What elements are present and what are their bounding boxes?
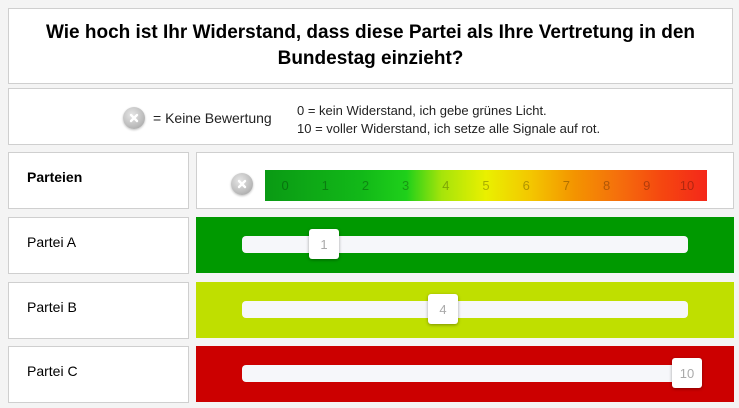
scale-gradient: 0 1 2 3 4 5 6 7 8 9 10 [265,170,707,201]
slider-track[interactable] [242,236,688,253]
slider-handle[interactable]: 1 [309,229,339,259]
scale-tick: 5 [482,178,490,193]
party-name: Partei A [27,234,77,250]
parties-header-label: Parteien [27,169,83,185]
clear-all-x-icon[interactable] [231,173,253,195]
party-row-c: Partei C [8,346,189,403]
party-name: Partei C [27,363,78,379]
scale-tick: 9 [643,178,651,193]
slider-handle[interactable]: 10 [672,358,702,388]
slider-track[interactable] [242,365,688,382]
scale-header: 0 1 2 3 4 5 6 7 8 9 10 [196,152,734,209]
scale-max-text: 10 = voller Widerstand, ich setze alle S… [297,121,601,136]
party-c-slider[interactable]: 10 [196,346,734,402]
scale-tick: 6 [522,178,530,193]
slider-track[interactable] [242,301,688,318]
scale-tick: 10 [679,178,695,193]
legend: = Keine Bewertung 0 = kein Widerstand, i… [8,88,733,145]
scale-tick: 3 [402,178,410,193]
slider-handle[interactable]: 4 [428,294,458,324]
party-b-slider[interactable]: 4 [196,282,734,338]
scale-tick: 2 [361,178,370,193]
scale-min-text: 0 = kein Widerstand, ich gebe grünes Lic… [297,103,547,118]
question-title: Wie hoch ist Ihr Widerstand, dass diese … [46,22,695,69]
question-header: Wie hoch ist Ihr Widerstand, dass diese … [8,8,733,84]
party-name: Partei B [27,299,77,315]
scale-tick: 0 [281,178,289,193]
no-rating-label: = Keine Bewertung [153,110,272,126]
party-row-b: Partei B [8,282,189,339]
party-row-a: Partei A [8,217,189,274]
scale-explanation: 0 = kein Widerstand, ich gebe grünes Lic… [297,102,600,138]
parties-header: Parteien [8,152,189,209]
scale-tick: 4 [442,178,450,193]
party-a-slider[interactable]: 1 [196,217,734,273]
scale-tick: 1 [321,178,329,193]
clear-x-icon [123,107,145,129]
scale-tick: 8 [602,178,611,193]
scale-tick: 7 [562,178,571,193]
